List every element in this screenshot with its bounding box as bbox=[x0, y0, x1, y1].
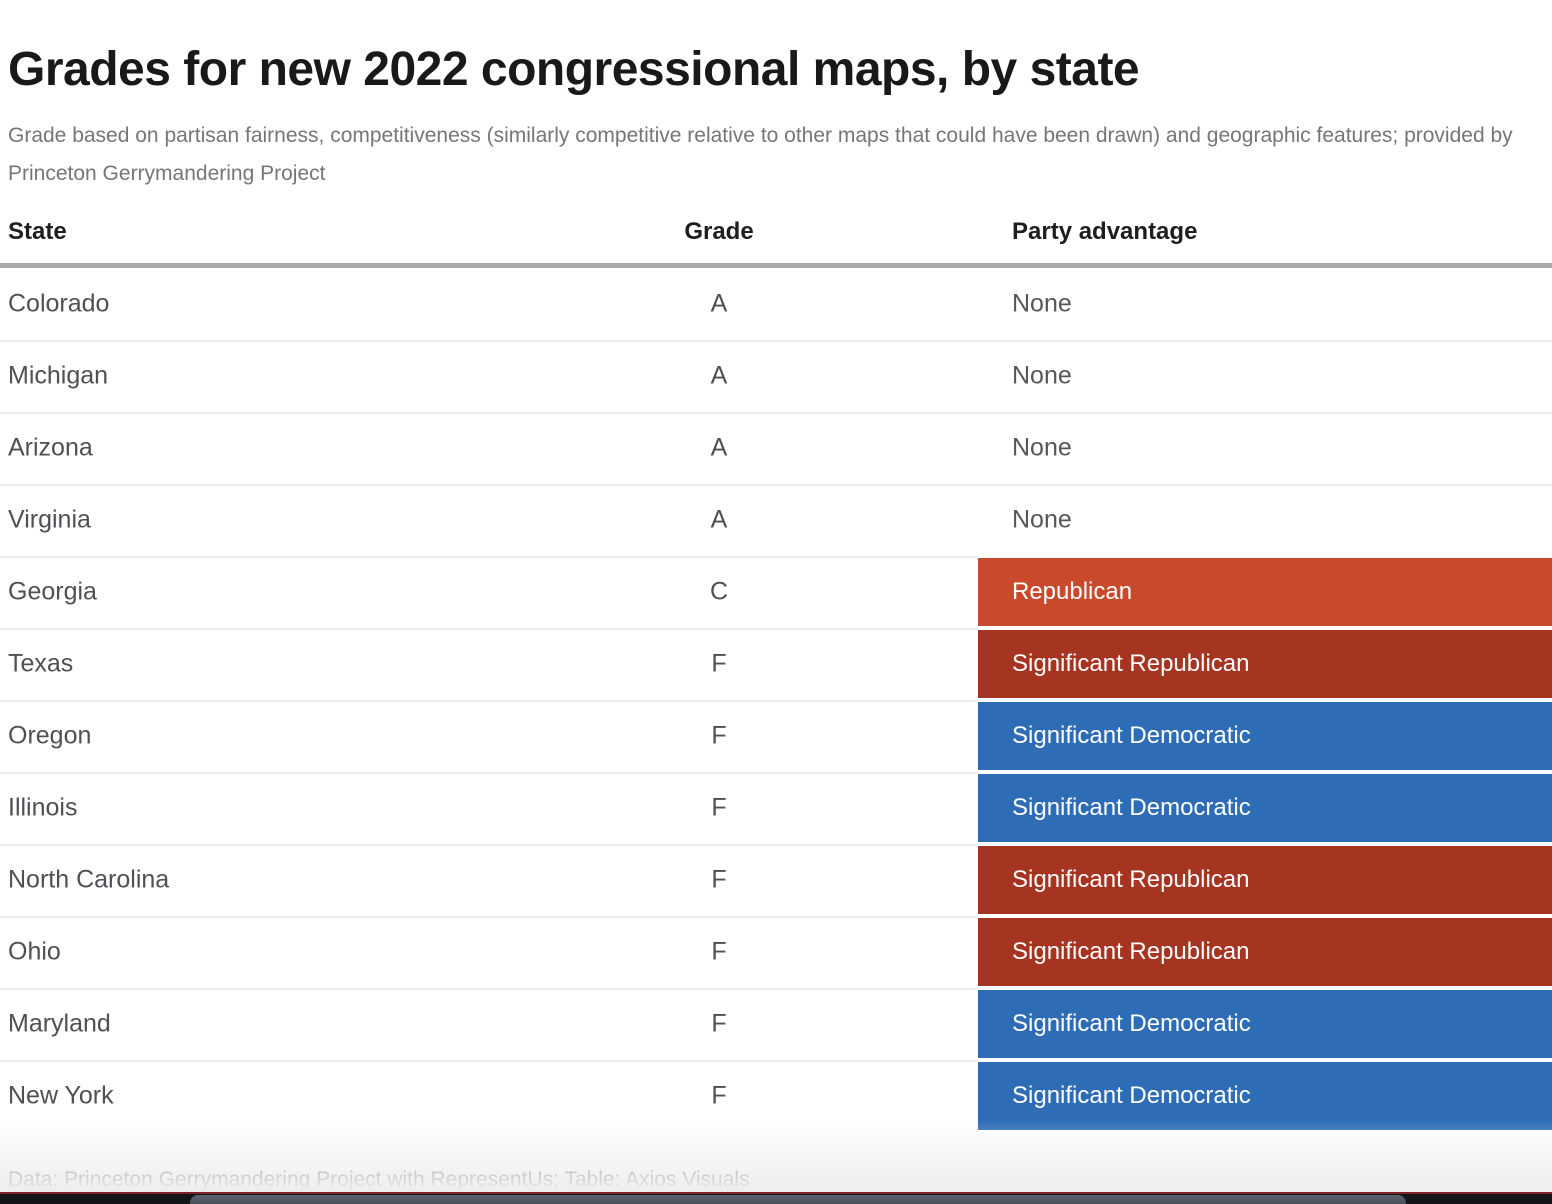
page-title: Grades for new 2022 congressional maps, … bbox=[8, 43, 1140, 97]
grade-cell: A bbox=[710, 433, 728, 462]
source-credit: Data: Princeton Gerrymandering Project w… bbox=[8, 1168, 750, 1191]
grade-cell: A bbox=[710, 361, 728, 390]
grade-cell: F bbox=[711, 649, 727, 678]
state-cell: New York bbox=[8, 1081, 114, 1110]
table-row: Georgia C Republican bbox=[0, 556, 1552, 628]
table-row: Illinois F Significant Democratic bbox=[0, 772, 1552, 844]
state-cell: Ohio bbox=[8, 937, 61, 966]
party-cell: Significant Democratic bbox=[978, 774, 1552, 842]
page-subtitle: Grade based on partisan fairness, compet… bbox=[8, 124, 1513, 185]
state-cell: Arizona bbox=[8, 433, 93, 462]
grade-cell: F bbox=[711, 1081, 727, 1110]
party-cell: Significant Republican bbox=[978, 630, 1552, 698]
table-row: New York F Significant Democratic bbox=[0, 1060, 1552, 1132]
state-cell: Texas bbox=[8, 649, 74, 678]
table-row: North Carolina F Significant Republican bbox=[0, 844, 1552, 916]
grade-cell: F bbox=[711, 793, 727, 822]
row-divider bbox=[0, 916, 978, 918]
row-divider bbox=[0, 844, 978, 846]
column-header-party-advantage: Party advantage bbox=[1012, 218, 1198, 245]
table-row: Virginia A None bbox=[0, 484, 1552, 556]
grade-cell: F bbox=[711, 1009, 727, 1038]
party-cell: None bbox=[1012, 433, 1072, 462]
row-divider bbox=[0, 1060, 978, 1062]
table-row: Oregon F Significant Democratic bbox=[0, 700, 1552, 772]
column-header-state: State bbox=[8, 218, 67, 245]
party-cell: Significant Republican bbox=[978, 918, 1552, 986]
row-divider bbox=[0, 412, 1552, 414]
state-cell: Colorado bbox=[8, 289, 110, 318]
party-cell: None bbox=[1012, 289, 1072, 318]
grades-table: State Grade Party advantage Colorado A N… bbox=[0, 210, 1552, 1132]
grade-cell: F bbox=[711, 865, 727, 894]
row-divider bbox=[0, 988, 978, 990]
party-cell: Significant Republican bbox=[978, 846, 1552, 914]
state-cell: Maryland bbox=[8, 1009, 111, 1038]
table-body: Colorado A None Michigan A None Arizona … bbox=[0, 268, 1552, 1132]
grade-cell: A bbox=[710, 505, 728, 534]
table-row: Ohio F Significant Republican bbox=[0, 916, 1552, 988]
table-row: Arizona A None bbox=[0, 412, 1552, 484]
dock-bar[interactable] bbox=[190, 1195, 1406, 1204]
table-row: Texas F Significant Republican bbox=[0, 628, 1552, 700]
grade-cell: F bbox=[711, 721, 727, 750]
row-divider bbox=[0, 556, 978, 558]
party-cell: Republican bbox=[978, 558, 1552, 626]
state-cell: Michigan bbox=[8, 361, 109, 390]
desktop-bottom-bar bbox=[0, 1194, 1552, 1204]
state-cell: Illinois bbox=[8, 793, 78, 822]
party-cell: Significant Democratic bbox=[978, 1062, 1552, 1130]
grade-cell: C bbox=[709, 577, 729, 606]
state-cell: Oregon bbox=[8, 721, 92, 750]
party-cell: None bbox=[1012, 361, 1072, 390]
row-divider bbox=[0, 340, 1552, 342]
table-row: Michigan A None bbox=[0, 340, 1552, 412]
state-cell: North Carolina bbox=[8, 865, 170, 894]
table-header-row: State Grade Party advantage bbox=[0, 210, 1552, 263]
party-cell: Significant Democratic bbox=[978, 702, 1552, 770]
grade-cell: A bbox=[710, 289, 728, 318]
bottom-red-line bbox=[0, 1192, 1552, 1194]
table-row: Colorado A None bbox=[0, 268, 1552, 340]
grade-cell: F bbox=[711, 937, 727, 966]
state-cell: Georgia bbox=[8, 577, 97, 606]
party-cell: Significant Democratic bbox=[978, 990, 1552, 1058]
row-divider bbox=[0, 628, 978, 630]
header-divider bbox=[0, 263, 1552, 268]
table-row: Maryland F Significant Democratic bbox=[0, 988, 1552, 1060]
state-cell: Virginia bbox=[8, 505, 91, 534]
column-header-grade: Grade bbox=[684, 218, 754, 245]
row-divider bbox=[0, 484, 1552, 486]
row-divider bbox=[0, 700, 978, 702]
party-cell: None bbox=[1012, 505, 1072, 534]
row-divider bbox=[0, 772, 978, 774]
